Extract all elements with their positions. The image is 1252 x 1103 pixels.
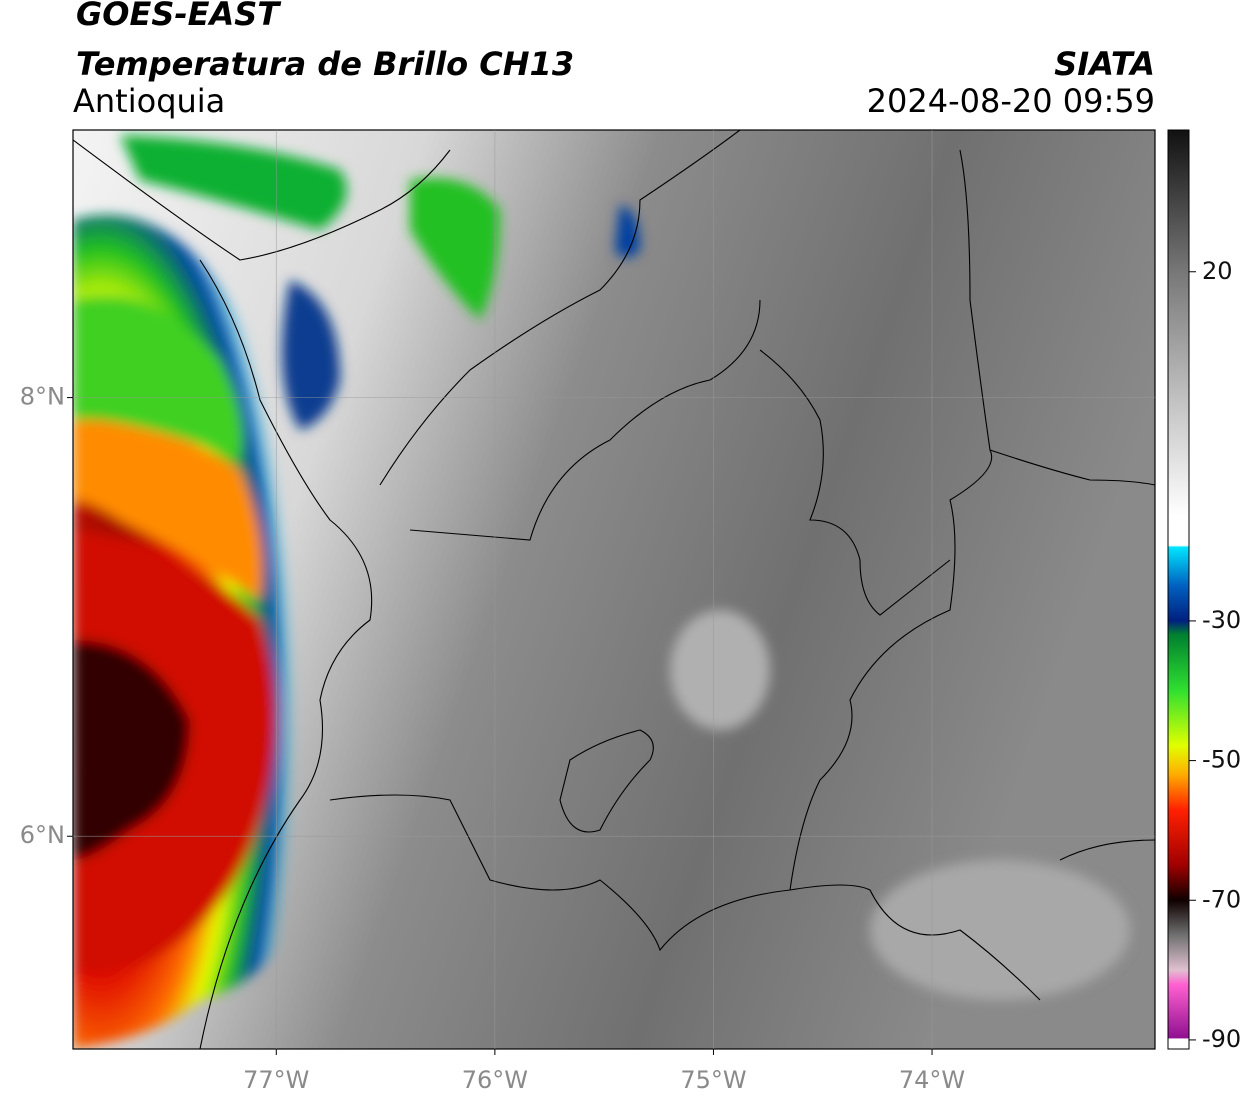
datetime: 2024-08-20 09:59 xyxy=(867,82,1155,120)
map-image xyxy=(73,130,1155,1049)
subtitle: Temperatura de Brillo CH13 xyxy=(76,45,574,83)
map-frame xyxy=(72,129,1156,1050)
x-tick-label: 74°W xyxy=(899,1066,965,1094)
title: GOES-EAST xyxy=(76,0,281,33)
colorbar-tick-label: -30 xyxy=(1202,606,1241,634)
region: Antioquia xyxy=(73,82,225,120)
source: SIATA xyxy=(1054,45,1155,83)
colorbar xyxy=(1167,129,1190,1050)
x-tick-label: 77°W xyxy=(243,1066,309,1094)
colorbar-tick-label: -50 xyxy=(1202,746,1241,774)
colorbar-tick-label: 20 xyxy=(1202,257,1233,285)
x-tick-label: 76°W xyxy=(462,1066,528,1094)
x-tick-label: 75°W xyxy=(680,1066,746,1094)
y-tick-label: 6°N xyxy=(20,821,65,849)
y-tick-label: 8°N xyxy=(20,383,65,411)
colorbar-tick-label: -90 xyxy=(1202,1025,1241,1053)
colorbar-tick-label: -70 xyxy=(1202,885,1241,913)
